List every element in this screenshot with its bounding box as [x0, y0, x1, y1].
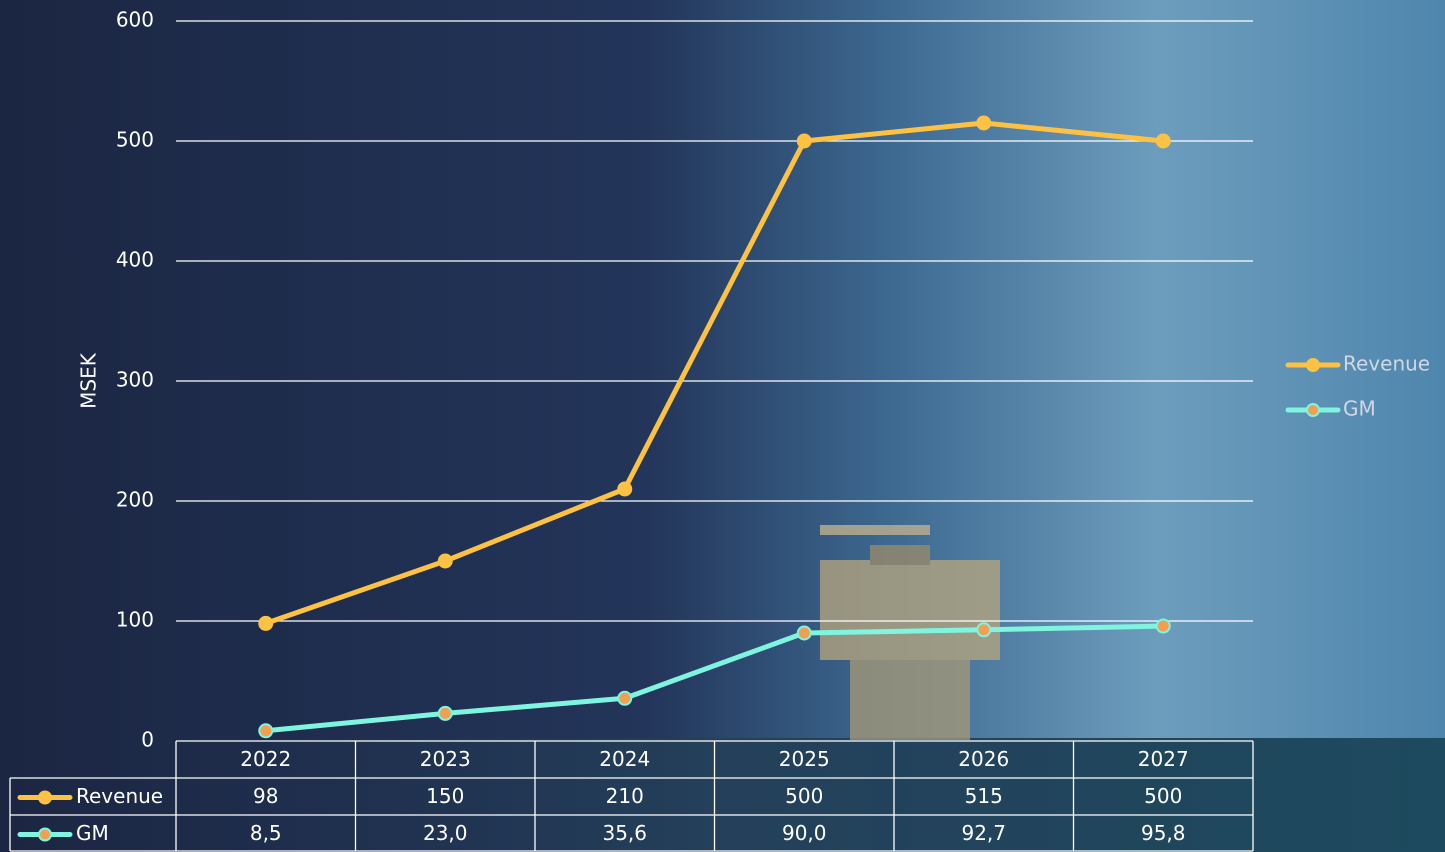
series-line	[264, 120, 1164, 626]
data-point	[976, 115, 992, 131]
data-point	[437, 553, 453, 569]
table-value: 8,5	[250, 821, 282, 845]
sea	[0, 738, 1445, 852]
data-point	[258, 723, 274, 739]
series-line	[265, 623, 1164, 734]
table-value: 23,0	[423, 821, 468, 845]
legend-marker	[1306, 403, 1320, 417]
table-value: 150	[426, 784, 464, 808]
x-tick-label: 2024	[599, 747, 650, 771]
table-value: 500	[1144, 784, 1182, 808]
data-point	[1155, 133, 1171, 149]
data-point	[1155, 618, 1171, 634]
platform	[820, 525, 1000, 740]
table-value: 90,0	[782, 821, 827, 845]
legend-marker	[38, 827, 52, 842]
x-tick-label: 2025	[779, 747, 830, 771]
y-tick-label: 0	[141, 728, 154, 752]
x-tick-label: 2027	[1138, 747, 1189, 771]
y-tick-label: 100	[116, 608, 154, 632]
table-value: 95,8	[1141, 821, 1186, 845]
table-value: 210	[606, 784, 644, 808]
table-value: 500	[785, 784, 823, 808]
legend-label: GM	[1343, 397, 1376, 421]
table-value: 98	[253, 784, 278, 808]
y-axis-label: MSEK	[77, 352, 101, 409]
legend-marker	[38, 790, 52, 805]
table-row-label: GM	[76, 821, 109, 845]
table-value: 515	[965, 784, 1003, 808]
data-point	[796, 133, 812, 149]
x-tick-label: 2026	[958, 747, 1009, 771]
y-tick-label: 500	[116, 128, 154, 152]
y-tick-label: 300	[116, 368, 154, 392]
data-point	[617, 481, 633, 497]
y-tick-label: 600	[116, 8, 154, 32]
data-point	[796, 625, 812, 641]
data-point	[258, 615, 274, 631]
x-tick-label: 2022	[240, 747, 291, 771]
table-row-label: Revenue	[76, 784, 163, 808]
x-tick-label: 2023	[420, 747, 471, 771]
y-tick-label: 200	[116, 488, 154, 512]
y-tick-label: 400	[116, 248, 154, 272]
data-point	[617, 690, 633, 706]
table-value: 35,6	[602, 821, 647, 845]
legend-marker	[1306, 358, 1320, 372]
table-value: 92,7	[961, 821, 1006, 845]
legend-label: Revenue	[1343, 352, 1430, 376]
data-point	[976, 622, 992, 638]
data-point	[437, 705, 453, 721]
